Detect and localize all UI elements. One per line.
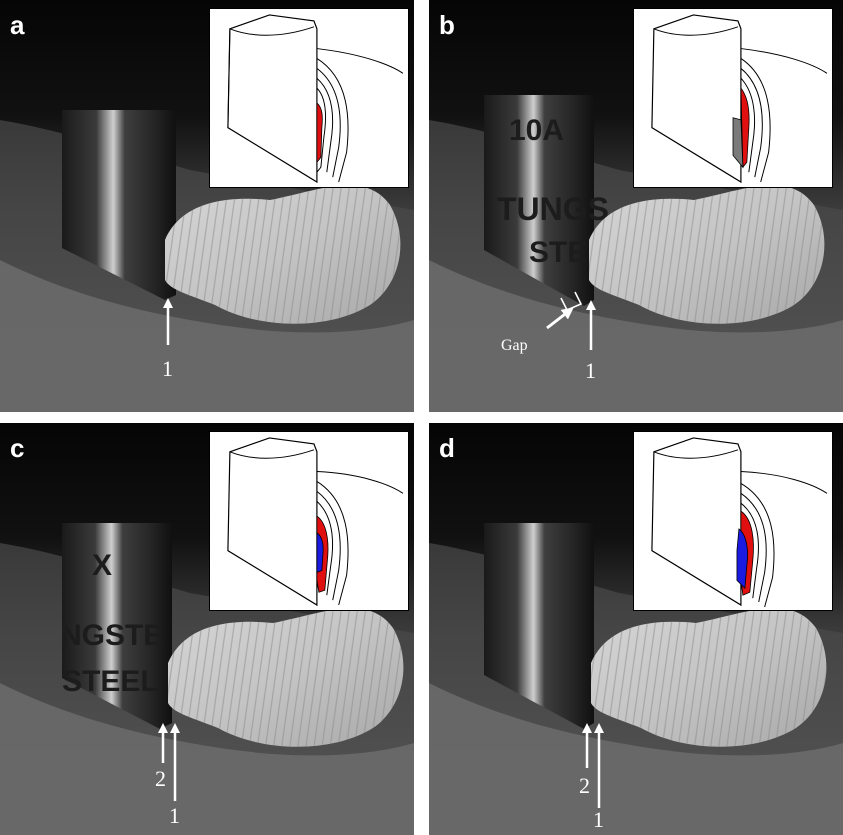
gap-label: Gap xyxy=(501,337,528,354)
panel-letter: a xyxy=(10,10,25,40)
tool-engraving: X xyxy=(92,549,112,582)
schematic-inset xyxy=(209,8,409,188)
panel-letter: d xyxy=(439,433,455,463)
tool-engraving: 10A xyxy=(509,114,564,147)
panel-d: d 2 1 xyxy=(429,423,843,835)
arrow-label-2: 2 xyxy=(579,773,590,798)
arrow-label-2: 2 xyxy=(155,766,166,791)
schematic-inset xyxy=(209,431,409,611)
tool-engraving: TUNGS xyxy=(497,191,609,227)
panel-d-photo xyxy=(429,423,843,835)
tool-engraving: NGSTE xyxy=(60,619,163,652)
panel-letter: b xyxy=(439,10,455,40)
panel-a: a 1 xyxy=(0,0,414,412)
schematic-inset xyxy=(633,8,833,188)
arrow-label-1: 1 xyxy=(162,356,173,381)
panel-b: 10A TUNGS STE b Gap 1 xyxy=(429,0,843,412)
tool-engraving: STE xyxy=(529,236,587,269)
tool-engraving: STEEL xyxy=(62,665,159,698)
gap-bracket xyxy=(560,291,583,312)
arrow-label-1: 1 xyxy=(593,807,604,832)
panel-letter: c xyxy=(10,433,25,463)
panel-c: X NGSTE STEEL c 2 1 xyxy=(0,423,414,835)
arrow-label-1: 1 xyxy=(585,358,596,383)
gap-arrow xyxy=(546,307,574,330)
arrow-label-1: 1 xyxy=(169,803,180,828)
schematic-inset xyxy=(633,431,833,611)
